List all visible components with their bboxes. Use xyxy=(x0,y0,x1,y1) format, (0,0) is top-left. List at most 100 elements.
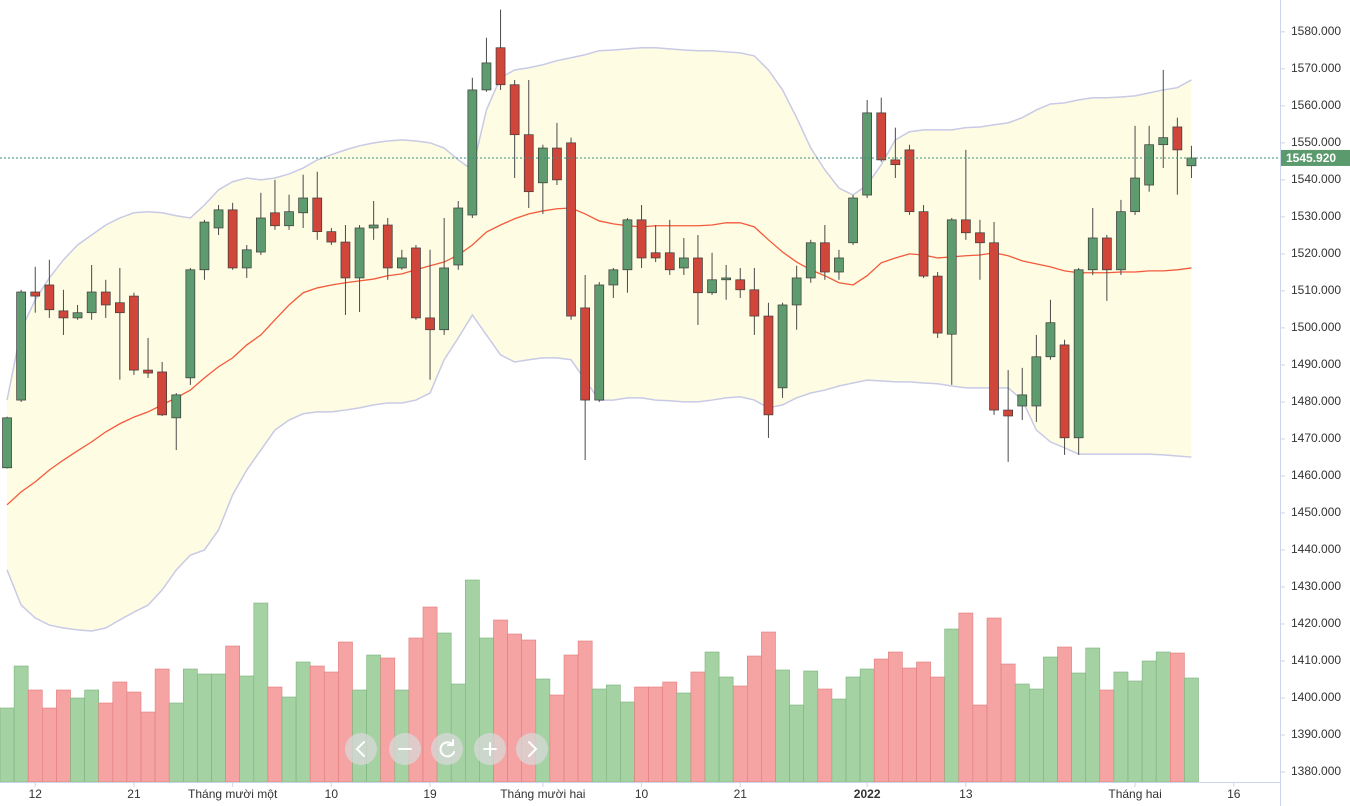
volume-bar xyxy=(70,697,85,783)
x-tick-label: Tháng mười hai xyxy=(500,787,585,801)
volume-bar xyxy=(309,665,325,783)
volume-bar xyxy=(450,683,466,783)
candle-body xyxy=(171,394,182,419)
candle-body xyxy=(58,310,69,319)
candle-body xyxy=(1031,356,1042,407)
y-tick-label: 1520.000 xyxy=(1291,246,1341,260)
candle-body xyxy=(382,224,393,269)
scroll-right-button[interactable] xyxy=(516,733,548,765)
volume-bar xyxy=(1000,663,1016,783)
candle-body xyxy=(199,221,210,271)
volume-bar xyxy=(549,694,565,783)
candle-body xyxy=(86,291,97,314)
candle-body xyxy=(523,134,534,193)
x-tick-label: 21 xyxy=(127,787,141,801)
x-tick-label: Tháng hai xyxy=(1108,787,1161,801)
candle-body xyxy=(876,112,887,161)
last-price-box xyxy=(1281,149,1350,166)
candle-body xyxy=(975,232,985,244)
volume-bar xyxy=(887,651,903,783)
candle-body xyxy=(636,219,647,259)
x-tick-label: 10 xyxy=(635,787,649,801)
volume-bar xyxy=(620,701,635,783)
volume-bar xyxy=(41,707,57,783)
x-tick-label: 16 xyxy=(1227,787,1241,801)
y-tick-label: 1510.000 xyxy=(1291,283,1341,297)
y-tick-label: 1390.000 xyxy=(1291,727,1341,741)
volume-bar xyxy=(873,658,889,783)
candle-body xyxy=(904,149,915,213)
y-tick-label: 1570.000 xyxy=(1291,61,1341,75)
volume-bar xyxy=(605,684,621,783)
candle-body xyxy=(622,219,633,271)
volume-bar xyxy=(916,661,931,783)
candle-body xyxy=(594,284,605,401)
y-tick-label: 1550.000 xyxy=(1291,135,1341,149)
x-tick-label: Tháng mười một xyxy=(188,787,278,801)
volume-bar xyxy=(986,617,1002,783)
volume-bar xyxy=(323,671,339,783)
x-tick-label: 13 xyxy=(959,787,973,801)
candle-body xyxy=(791,277,802,306)
candle-body xyxy=(100,291,111,306)
volume-bar xyxy=(295,661,311,783)
bollinger-upper-line xyxy=(6,46,1192,401)
candle-body xyxy=(566,142,576,317)
chart-navigation xyxy=(345,733,548,765)
volume-bar xyxy=(0,707,15,783)
volume-bar xyxy=(577,640,593,783)
volume-bar xyxy=(1029,688,1044,783)
candle-body xyxy=(735,279,746,291)
volume-bar xyxy=(732,685,748,783)
scroll-left-button[interactable] xyxy=(345,733,377,765)
candle-body xyxy=(1017,394,1028,407)
volume-bar xyxy=(634,686,649,783)
volume-bar xyxy=(958,612,974,783)
candle-body xyxy=(1101,237,1112,271)
candle-body xyxy=(467,89,478,216)
y-tick-label: 1440.000 xyxy=(1291,542,1341,556)
y-tick-label: 1400.000 xyxy=(1291,690,1341,704)
volume-bar xyxy=(211,673,226,783)
volume-bar xyxy=(902,667,917,783)
candle-body xyxy=(284,211,294,227)
volume-bar xyxy=(972,704,988,783)
x-tick-label: 19 xyxy=(423,787,437,801)
candle-body xyxy=(946,219,957,335)
candle-body xyxy=(960,219,971,234)
candle-body xyxy=(143,369,153,374)
y-tick-label: 1490.000 xyxy=(1291,357,1341,371)
volume-bar xyxy=(197,673,212,783)
candle-body xyxy=(397,257,407,269)
volume-bar xyxy=(803,670,819,783)
y-tick-label: 1480.000 xyxy=(1291,394,1341,408)
candle-body xyxy=(114,302,125,314)
candle-body xyxy=(989,242,999,411)
y-tick-label: 1580.000 xyxy=(1291,24,1341,38)
candle-body xyxy=(354,227,365,279)
volume-bar xyxy=(944,628,960,783)
candle-body xyxy=(678,257,689,269)
candle-body xyxy=(495,47,506,86)
candle-body xyxy=(693,257,703,294)
zoom-out-button[interactable] xyxy=(389,733,421,765)
volume-bar xyxy=(1071,672,1086,783)
y-tick-label: 1560.000 xyxy=(1291,98,1341,112)
reset-button[interactable] xyxy=(431,733,463,765)
zoom-in-button[interactable] xyxy=(474,733,506,765)
y-tick-label: 1410.000 xyxy=(1291,653,1341,667)
y-tick-label: 1530.000 xyxy=(1291,209,1341,223)
candle-body xyxy=(30,291,41,297)
candle-body xyxy=(298,197,308,214)
candle-body xyxy=(1158,137,1169,146)
candle-body xyxy=(44,284,55,311)
volume-bar xyxy=(140,711,156,783)
candle-body xyxy=(1045,322,1056,358)
candle-body xyxy=(1087,237,1098,271)
volume-bar xyxy=(817,688,833,783)
x-tick-label: 2022 xyxy=(854,787,881,801)
y-tick-label: 1430.000 xyxy=(1291,579,1341,593)
volume-bar xyxy=(225,645,241,783)
